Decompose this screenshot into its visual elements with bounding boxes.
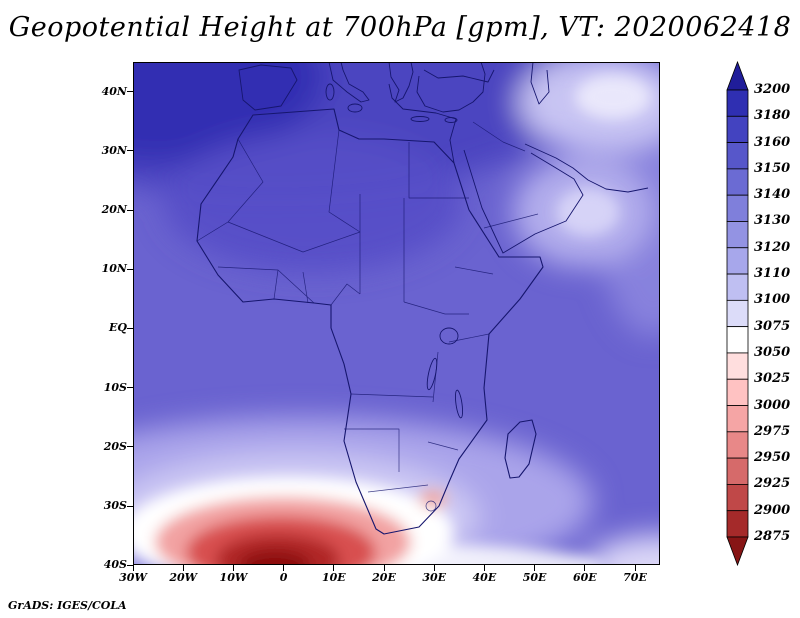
lon-tick-mark	[132, 565, 134, 571]
colorbar-label: 2900	[754, 502, 791, 518]
colorbar-segment	[726, 168, 749, 196]
lon-tick-mark	[534, 565, 536, 571]
chart-title: Geopotential Height at 700hPa [gpm], VT:…	[8, 12, 792, 43]
lon-tick-label: 60E	[572, 571, 597, 584]
lon-tick-label: 10W	[219, 571, 248, 584]
colorbar-label: 2925	[754, 476, 791, 492]
lat-tick-mark	[127, 446, 133, 448]
colorbar-label: 2875	[754, 529, 791, 544]
lon-tick-mark	[283, 565, 285, 571]
lat-tick-mark	[127, 268, 133, 270]
colorbar-segment	[726, 247, 749, 275]
lon-tick-mark	[383, 565, 385, 571]
lat-tick-label: EQ	[109, 321, 127, 335]
lat-tick-label: 30S	[103, 499, 127, 512]
africa-contour-map	[133, 62, 660, 565]
colorbar-label: 3130	[754, 213, 791, 229]
colorbar-segment	[726, 115, 749, 143]
lon-tick-mark	[333, 565, 335, 571]
plot-frame	[133, 62, 660, 565]
colorbar-label: 2975	[754, 423, 791, 439]
lon-tick-mark	[433, 565, 435, 571]
lat-tick-label: 40N	[101, 84, 127, 98]
lat-tick-label: 30N	[101, 143, 127, 157]
colorbar-segment	[726, 273, 749, 301]
lat-tick-label: 10S	[103, 380, 127, 394]
country-borders	[196, 121, 539, 512]
lat-tick-mark	[127, 564, 133, 566]
lon-tick-label: 20W	[169, 571, 198, 584]
lon-tick-label: 10E	[321, 571, 346, 584]
lat-tick-label: 10N	[101, 262, 127, 276]
colorbar-segment	[726, 484, 749, 512]
colorbar-label: 3110	[754, 266, 791, 282]
lon-tick-mark	[584, 565, 586, 571]
colorbar-label: 3200	[754, 82, 791, 97]
colorbar-segment	[726, 326, 749, 354]
lon-tick-label: 30E	[422, 571, 447, 584]
colorbar-label: 3025	[754, 371, 791, 387]
colorbar-segment	[726, 352, 749, 380]
lat-tick-mark	[127, 91, 133, 93]
lon-tick-mark	[182, 565, 184, 571]
colorbar	[726, 60, 749, 567]
lat-tick-mark	[127, 387, 133, 389]
colorbar-segment	[726, 221, 749, 249]
colorbar-label: 3120	[754, 239, 791, 255]
colorbar-label: 3140	[754, 187, 791, 203]
lat-tick-label: 40S	[103, 558, 127, 572]
africa-coastline	[196, 108, 544, 535]
colorbar-label: 3050	[754, 344, 791, 360]
lat-tick-mark	[127, 209, 133, 211]
colorbar-arrow-bottom	[726, 536, 749, 567]
colorbar-label: 3100	[754, 292, 791, 308]
lat-tick-mark	[127, 505, 133, 507]
lon-tick-label: 40E	[472, 571, 497, 584]
colorbar-segment	[726, 299, 749, 328]
colorbar-segment	[726, 194, 749, 222]
colorbar-arrow-top	[726, 60, 749, 91]
lon-tick-label: 0	[279, 571, 288, 584]
lon-tick-mark	[483, 565, 485, 571]
colorbar-segment	[726, 89, 749, 117]
contour-shading-core	[133, 75, 651, 565]
colorbar-label: 3180	[754, 108, 791, 124]
lon-tick-mark	[634, 565, 636, 571]
credit-text: GrADS: IGES/COLA	[8, 599, 127, 612]
colorbar-segment	[726, 378, 749, 406]
colorbar-segment	[726, 431, 749, 459]
colorbar-label: 3000	[754, 397, 791, 413]
lon-tick-label: 30W	[119, 571, 147, 584]
colorbar-segment	[726, 457, 749, 485]
colorbar-label: 2950	[754, 450, 791, 466]
colorbar-label: 3075	[754, 318, 791, 334]
lat-tick-label: 20S	[103, 439, 127, 453]
colorbar-label: 3150	[754, 160, 791, 176]
lon-tick-label: 50E	[522, 571, 547, 584]
colorbar-segment	[726, 405, 749, 433]
lon-tick-label: 70E	[623, 571, 647, 584]
lon-tick-mark	[232, 565, 234, 571]
colorbar-label: 3160	[754, 134, 791, 150]
lat-tick-mark	[127, 327, 133, 329]
lat-tick-label: 20N	[101, 203, 127, 216]
lat-tick-mark	[127, 150, 133, 152]
lakes	[426, 327, 464, 419]
mediterranean-arabia-coastlines	[238, 62, 649, 254]
lon-tick-label: 20E	[372, 571, 396, 584]
colorbar-segment	[726, 510, 749, 538]
colorbar-segment	[726, 142, 749, 170]
